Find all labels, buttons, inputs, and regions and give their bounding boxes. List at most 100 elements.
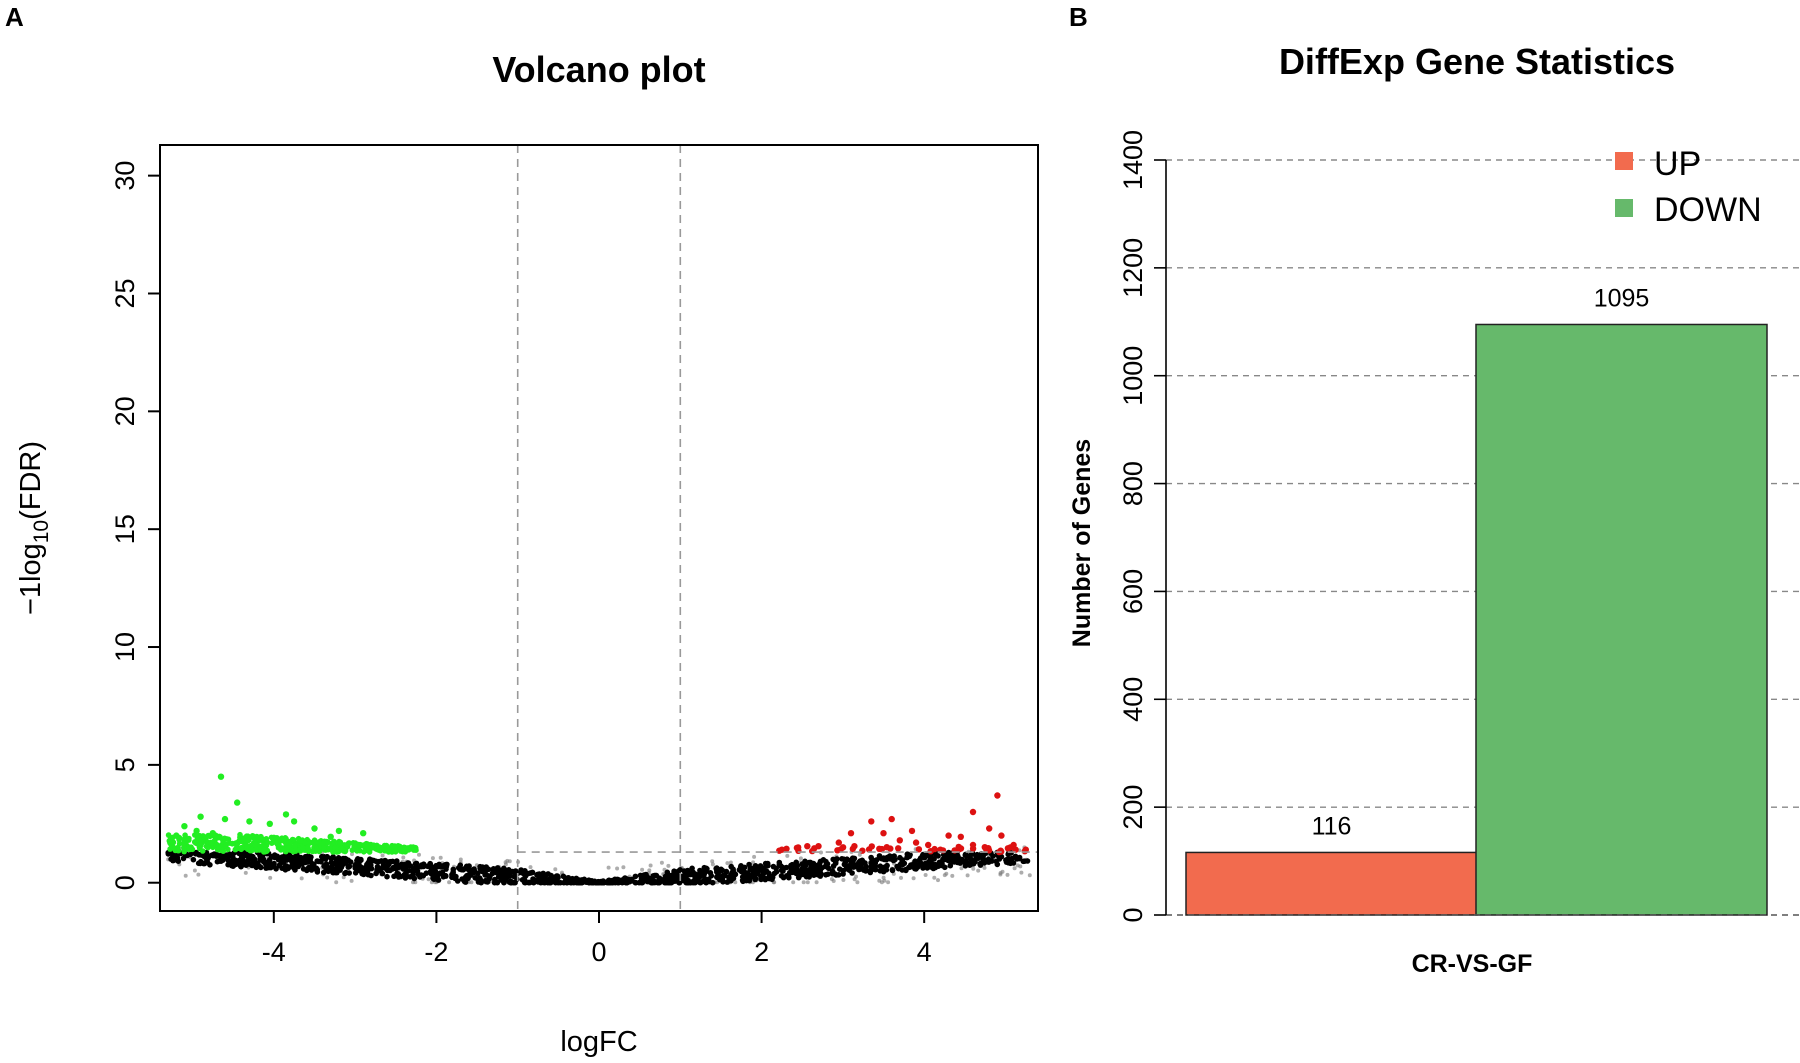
volcano-point-ns: [923, 873, 928, 877]
volcano-point-ns: [878, 855, 885, 862]
volcano-point-ns: [561, 879, 567, 886]
volcano-point-down: [311, 825, 318, 832]
volcano-point-ns: [624, 876, 630, 882]
legend-label-down: DOWN: [1654, 191, 1762, 229]
volcano-point-ns: [385, 861, 392, 868]
volcano-point-ns: [765, 862, 771, 869]
volcano-y-axis: 0 5 10 15 20 25 30: [110, 161, 160, 890]
volcano-point-ns: [682, 871, 689, 877]
volcano-point-down: [193, 827, 200, 835]
volcano-point-ns: [971, 866, 976, 871]
volcano-point-ns: [967, 852, 974, 859]
volcano-point-ns: [840, 856, 847, 862]
volcano-point-ns: [730, 866, 736, 872]
volcano-point-ns: [606, 877, 612, 884]
volcano-point-ns: [490, 866, 497, 872]
volcano-point-ns: [491, 876, 498, 883]
volcano-point-ns: [884, 854, 890, 861]
volcano-point-ns: [293, 852, 299, 859]
volcano-point-ns: [621, 865, 626, 870]
volcano-point-ns: [483, 867, 490, 873]
legend-label-up: UP: [1654, 145, 1701, 183]
volcano-point-ns: [289, 860, 296, 866]
volcano-point-ns: [192, 868, 197, 873]
volcano-point-ns: [417, 852, 421, 857]
volcano-point-ns: [450, 866, 457, 873]
volcano-point-ns: [368, 865, 375, 872]
volcano-point-ns: [606, 865, 611, 870]
volcano-x-tick-label: -2: [424, 937, 448, 967]
volcano-point-ns: [942, 873, 947, 878]
volcano-point-down: [402, 844, 409, 851]
volcano-point-ns: [881, 875, 886, 880]
volcano-point-ns: [829, 868, 836, 875]
volcano-point-ns: [806, 874, 812, 880]
volcano-point-up: [815, 843, 822, 850]
volcano-point-ns: [793, 870, 799, 877]
volcano-point-ns: [871, 859, 877, 866]
volcano-point-ns: [710, 859, 715, 864]
volcano-point-ns: [330, 854, 336, 860]
volcano-point-up: [804, 843, 811, 850]
volcano-point-ns: [947, 854, 953, 861]
volcano-point-ns: [805, 880, 810, 885]
volcano-point-up: [1010, 841, 1017, 849]
volcano-point-down: [181, 844, 187, 851]
volcano-point-ns: [773, 865, 779, 872]
volcano-point-ns: [615, 866, 620, 871]
bar-y-tick-label: 200: [1118, 785, 1148, 830]
volcano-point-ns: [868, 854, 874, 861]
volcano-point-up: [851, 843, 858, 850]
volcano-point-down: [300, 845, 306, 851]
volcano-point-ns: [323, 861, 330, 867]
volcano-point-ns: [780, 874, 787, 881]
volcano-point-ns: [785, 853, 790, 858]
volcano-point-down: [282, 840, 289, 846]
bar-y-tick-label: 1200: [1118, 238, 1148, 298]
volcano-point-ns: [365, 871, 372, 878]
volcano-point-ns: [437, 864, 444, 870]
volcano-point-ns: [224, 853, 231, 860]
volcano-point-down: [264, 839, 271, 845]
volcano-x-tick-label: 0: [591, 937, 606, 967]
volcano-point-ns: [694, 876, 701, 883]
volcano-point-ns: [857, 858, 863, 864]
volcano-point-ns: [352, 865, 359, 871]
volcano-point-ns: [374, 867, 380, 873]
volcano-point-up: [888, 815, 895, 823]
volcano-point-down: [211, 837, 218, 844]
volcano-point-ns: [1000, 869, 1005, 874]
volcano-point-ns: [947, 862, 954, 869]
volcano-point-ns: [382, 857, 388, 864]
volcano-point-ns: [343, 856, 349, 862]
volcano-point-ns: [884, 862, 890, 869]
volcano-point-ns: [926, 853, 932, 859]
volcano-point-ns: [855, 880, 860, 885]
volcano-point-ns: [910, 861, 917, 867]
volcano-point-ns: [966, 860, 972, 867]
legend-swatch-up: [1615, 152, 1633, 170]
volcano-point-ns: [352, 870, 359, 876]
volcano-point-ns: [1018, 864, 1023, 869]
volcano-point-down: [385, 847, 392, 853]
volcano-point-down: [392, 849, 399, 855]
volcano-point-up: [868, 818, 875, 825]
volcano-point-ns: [728, 860, 733, 865]
volcano-point-ns: [248, 861, 255, 868]
volcano-point-ns: [894, 863, 900, 870]
bar-y-tick-label: 1400: [1118, 130, 1148, 190]
volcano-point-up: [847, 830, 855, 837]
bar-y-tick-label: 1000: [1118, 346, 1148, 406]
volcano-point-ns: [879, 864, 885, 871]
volcano-point-down: [223, 843, 229, 849]
volcano-point-ns: [977, 861, 983, 868]
volcano-point-ns: [405, 860, 411, 866]
volcano-point-ns: [237, 862, 243, 869]
volcano-point-ns: [680, 877, 687, 884]
volcano-point-ns: [341, 875, 346, 880]
volcano-point-ns: [689, 878, 696, 885]
volcano-point-ns: [442, 872, 449, 879]
volcano-point-up: [955, 843, 962, 851]
volcano-point-ns: [932, 875, 937, 880]
volcano-point-ns: [342, 870, 348, 877]
